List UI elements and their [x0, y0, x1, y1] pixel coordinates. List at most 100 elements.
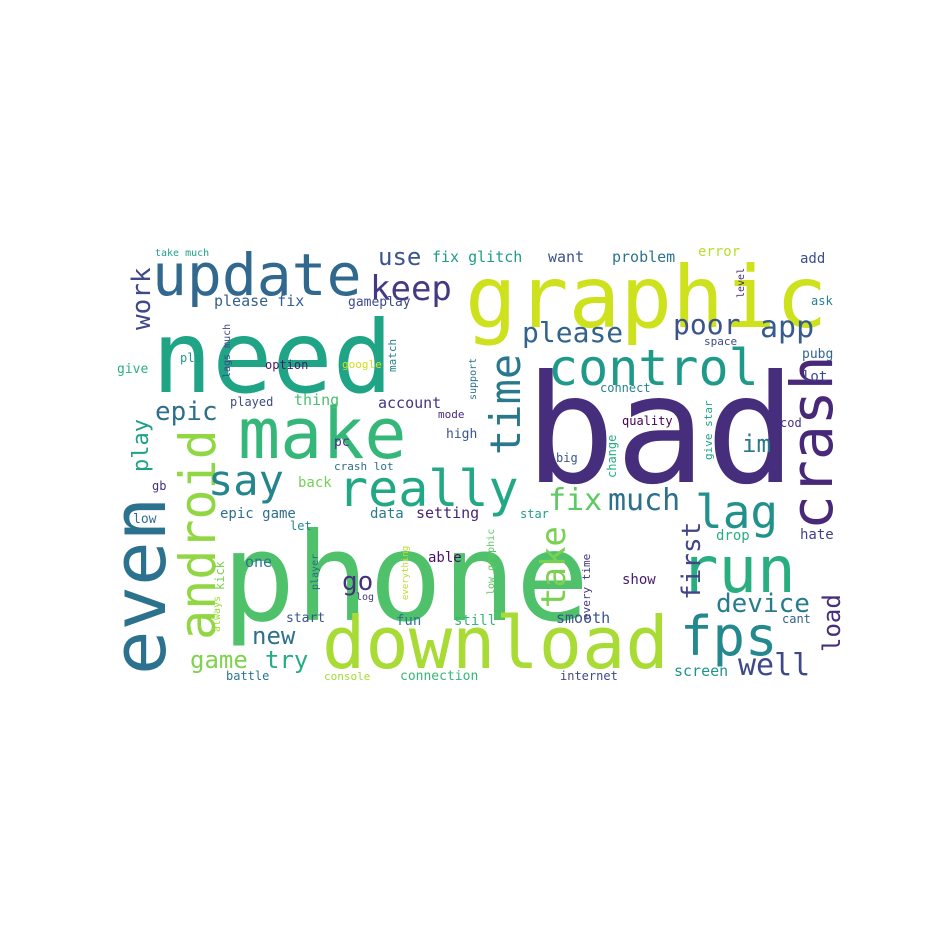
word-ask: ask: [811, 294, 833, 308]
word-android: android: [169, 429, 227, 640]
word-pc: pc: [334, 435, 350, 450]
word-run: run: [680, 534, 796, 608]
word-high: high: [446, 427, 477, 442]
word-low-graphic: low graphic: [486, 529, 497, 595]
word-play: play: [129, 419, 154, 472]
word-change: change: [605, 435, 619, 478]
word-poor: poor: [673, 308, 740, 341]
word-need: need: [152, 299, 393, 416]
word-say: say: [208, 456, 284, 505]
word-please-fix: please fix: [214, 292, 304, 310]
word-option: option: [265, 358, 308, 372]
word-able: able: [428, 550, 462, 566]
word-everything: everything: [401, 546, 411, 600]
word-im: im: [742, 430, 771, 458]
word-cod: cod: [780, 416, 802, 430]
word-match: match: [386, 339, 399, 372]
word-phone: phone: [222, 507, 589, 649]
word-app: app: [760, 310, 814, 345]
word-quality: quality: [622, 414, 673, 428]
word-back: back: [298, 475, 332, 491]
word-try: try: [265, 646, 308, 674]
word-low: low: [133, 512, 157, 527]
word-epic-game: epic game: [220, 506, 296, 522]
word-show: show: [622, 572, 656, 588]
word-data: data: [370, 506, 404, 522]
word-pubg: pubg: [802, 347, 833, 362]
word-graphic: graphic: [465, 248, 827, 348]
word-gb: gb: [152, 479, 166, 493]
word-make: make: [238, 393, 407, 475]
word-really: really: [338, 460, 519, 518]
word-take: take: [534, 526, 574, 608]
word-internet: internet: [560, 669, 618, 683]
word-use: use: [378, 243, 421, 271]
word-google: google: [342, 358, 382, 371]
word-problem: problem: [612, 248, 675, 266]
word-epic: epic: [155, 397, 218, 427]
word-kick: kick: [213, 560, 227, 590]
word-load: load: [818, 594, 846, 652]
word-mode: mode: [438, 408, 465, 421]
word-drop: drop: [716, 528, 750, 544]
word-battle: battle: [226, 669, 269, 683]
word-pls: pls: [180, 351, 202, 365]
word-crash-lot: crash lot: [334, 460, 394, 473]
word-player: player: [310, 554, 321, 590]
word-cant: cant: [782, 612, 811, 626]
word-one: one: [245, 553, 272, 571]
word-level: level: [736, 268, 747, 298]
word-error: error: [698, 244, 740, 260]
word-lag: lag: [695, 485, 778, 539]
word-big: big: [556, 451, 578, 465]
word-first: first: [677, 522, 707, 600]
word-even: even: [97, 497, 183, 675]
word-lags-much: lags much: [222, 324, 233, 378]
word-start: start: [286, 611, 325, 626]
word-connect: connect: [600, 381, 651, 395]
word-thing: thing: [294, 391, 339, 409]
word-crash: crash: [778, 355, 846, 530]
word-please: please: [522, 316, 623, 349]
word-add: add: [800, 251, 825, 267]
word-time: time: [481, 354, 530, 455]
word-download: download: [322, 601, 669, 685]
word-gameplay: gameplay: [348, 295, 411, 310]
word-game: game: [190, 646, 248, 674]
word-screen: screen: [674, 662, 728, 680]
word-star: star: [520, 507, 549, 521]
word-every-time: every time: [580, 554, 593, 620]
word-well: well: [738, 648, 810, 683]
word-give: give: [117, 362, 148, 377]
word-fps: fps: [680, 605, 778, 668]
word-account: account: [378, 394, 441, 412]
word-fun: fun: [396, 613, 421, 629]
word-always: always: [212, 596, 223, 632]
word-work: work: [127, 267, 157, 330]
word-keep: keep: [370, 269, 452, 309]
word-connection: connection: [400, 669, 478, 684]
word-fix: fix: [548, 483, 602, 518]
word-much: much: [608, 483, 680, 518]
word-console: console: [324, 670, 370, 683]
word-setting: setting: [416, 504, 479, 522]
word-want: want: [548, 248, 584, 266]
word-still: still: [454, 613, 496, 629]
word-update: update: [152, 241, 362, 309]
word-log: log: [356, 592, 374, 603]
word-smooth: smooth: [556, 609, 610, 627]
word-go: go: [342, 567, 373, 597]
word-give-star: give star: [702, 400, 715, 460]
word-support: support: [468, 358, 479, 400]
word-control: control: [548, 339, 759, 397]
word-device: device: [716, 589, 810, 619]
word-hate: hate: [800, 527, 834, 543]
word-new: new: [252, 622, 296, 650]
word-bad: bad: [525, 344, 796, 518]
word-let: let: [290, 519, 312, 533]
word-lot: lot: [802, 369, 827, 385]
word-space: space: [704, 335, 737, 348]
word-played: played: [230, 395, 273, 409]
word-fix-glitch: fix glitch: [432, 248, 522, 266]
